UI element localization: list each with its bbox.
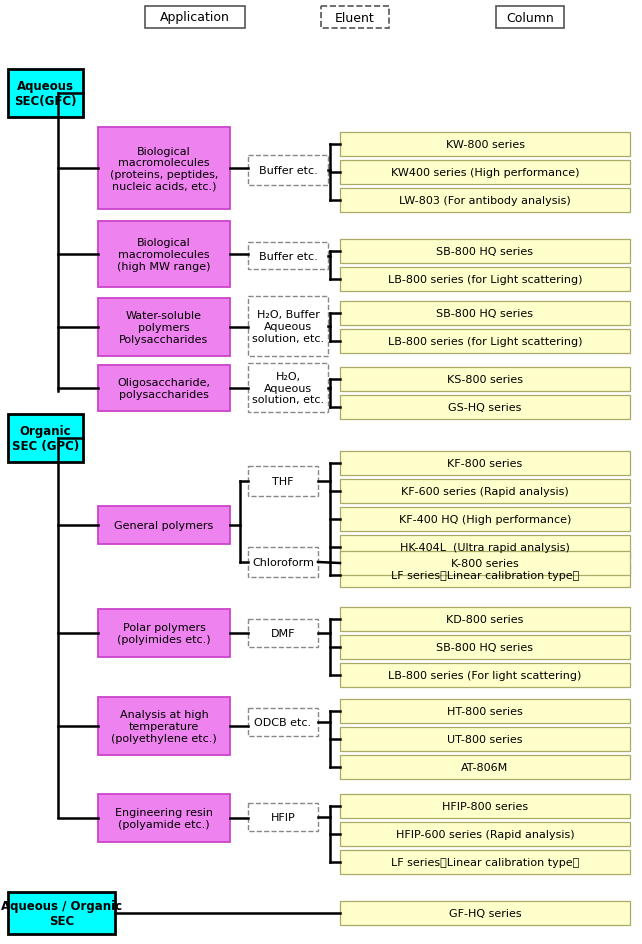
- Text: Buffer etc.: Buffer etc.: [259, 251, 317, 261]
- Text: DMF: DMF: [271, 629, 295, 638]
- Text: UT-800 series: UT-800 series: [447, 734, 523, 744]
- Text: KW400 series (High performance): KW400 series (High performance): [391, 168, 579, 177]
- Text: KS-800 series: KS-800 series: [447, 375, 523, 384]
- Bar: [248, 243, 328, 270]
- Text: LB-800 series (For light scattering): LB-800 series (For light scattering): [388, 670, 582, 681]
- Bar: [340, 396, 630, 419]
- Bar: [340, 329, 630, 354]
- Text: KD-800 series: KD-800 series: [446, 615, 524, 624]
- Text: GF-HQ series: GF-HQ series: [449, 908, 521, 918]
- Bar: [340, 535, 630, 560]
- Bar: [340, 480, 630, 503]
- Text: Chloroform: Chloroform: [252, 557, 314, 567]
- Bar: [340, 551, 630, 576]
- Bar: [248, 296, 328, 357]
- Text: Aqueous / Organic
SEC: Aqueous / Organic SEC: [1, 899, 122, 927]
- Bar: [248, 803, 318, 831]
- Bar: [321, 7, 389, 29]
- Bar: [340, 851, 630, 874]
- Bar: [98, 507, 230, 545]
- Text: KF-800 series: KF-800 series: [447, 459, 523, 468]
- Bar: [340, 133, 630, 157]
- Text: LF series（Linear calibration type）: LF series（Linear calibration type）: [391, 857, 579, 868]
- Bar: [340, 451, 630, 476]
- Text: LB-800 series (for Light scattering): LB-800 series (for Light scattering): [388, 275, 582, 285]
- Text: THF: THF: [272, 477, 294, 486]
- Bar: [340, 268, 630, 292]
- Bar: [248, 619, 318, 648]
- Text: LW-803 (For antibody analysis): LW-803 (For antibody analysis): [399, 195, 571, 206]
- Text: Biological
macromolecules
(proteins, peptides,
nucleic acids, etc.): Biological macromolecules (proteins, pep…: [110, 146, 218, 192]
- Text: Organic
SEC (GPC): Organic SEC (GPC): [12, 425, 79, 452]
- Text: HK-404L  (Ultra rapid analysis): HK-404L (Ultra rapid analysis): [400, 543, 570, 552]
- Text: H₂O, Buffer
Aqueous
solution, etc.: H₂O, Buffer Aqueous solution, etc.: [252, 310, 324, 344]
- Bar: [98, 794, 230, 842]
- Bar: [340, 822, 630, 846]
- Bar: [340, 564, 630, 587]
- Bar: [340, 635, 630, 659]
- Bar: [248, 466, 318, 497]
- Text: Polar polymers
(polyimides etc.): Polar polymers (polyimides etc.): [117, 622, 211, 644]
- Bar: [98, 298, 230, 357]
- Text: GS-HQ series: GS-HQ series: [448, 402, 522, 413]
- Text: Biological
macromolecules
(high MW range): Biological macromolecules (high MW range…: [117, 238, 211, 271]
- Bar: [340, 160, 630, 185]
- Bar: [340, 302, 630, 326]
- Text: Eluent: Eluent: [335, 11, 375, 25]
- Bar: [98, 610, 230, 657]
- Text: General polymers: General polymers: [114, 520, 214, 531]
- Bar: [98, 698, 230, 755]
- Text: ODCB etc.: ODCB etc.: [254, 717, 311, 727]
- Bar: [248, 156, 328, 186]
- Text: LB-800 series (for Light scattering): LB-800 series (for Light scattering): [388, 337, 582, 346]
- Bar: [8, 892, 115, 934]
- Text: K-800 series: K-800 series: [451, 559, 519, 568]
- Text: SB-800 HQ series: SB-800 HQ series: [437, 246, 534, 257]
- Text: Water-soluble
polymers
Polysaccharides: Water-soluble polymers Polysaccharides: [119, 312, 209, 345]
- Bar: [248, 548, 318, 578]
- Text: KF-600 series (Rapid analysis): KF-600 series (Rapid analysis): [401, 486, 569, 497]
- Text: HFIP-600 series (Rapid analysis): HFIP-600 series (Rapid analysis): [395, 829, 575, 839]
- Bar: [248, 708, 318, 736]
- Bar: [496, 7, 564, 29]
- Bar: [145, 7, 245, 29]
- Text: SB-800 HQ series: SB-800 HQ series: [437, 309, 534, 319]
- Bar: [98, 127, 230, 210]
- Text: Buffer etc.: Buffer etc.: [259, 166, 317, 176]
- Text: Oligosaccharide,
polysaccharides: Oligosaccharide, polysaccharides: [117, 378, 211, 399]
- Text: HFIP: HFIP: [271, 812, 295, 822]
- Text: KW-800 series: KW-800 series: [446, 140, 525, 150]
- Text: HFIP-800 series: HFIP-800 series: [442, 801, 528, 811]
- Bar: [340, 794, 630, 818]
- Bar: [98, 365, 230, 412]
- Text: LF series（Linear calibration type）: LF series（Linear calibration type）: [391, 570, 579, 581]
- Bar: [98, 222, 230, 288]
- Text: SB-800 HQ series: SB-800 HQ series: [437, 642, 534, 652]
- Bar: [8, 414, 83, 463]
- Text: KF-400 HQ (High performance): KF-400 HQ (High performance): [399, 514, 571, 525]
- Bar: [340, 901, 630, 925]
- Bar: [340, 607, 630, 632]
- Bar: [340, 508, 630, 531]
- Bar: [248, 363, 328, 413]
- Bar: [340, 240, 630, 263]
- Bar: [8, 70, 83, 118]
- Bar: [340, 367, 630, 392]
- Text: HT-800 series: HT-800 series: [447, 706, 523, 716]
- Text: H₂O,
Aqueous
solution, etc.: H₂O, Aqueous solution, etc.: [252, 372, 324, 405]
- Text: Aqueous
SEC(GFC): Aqueous SEC(GFC): [14, 80, 77, 108]
- Bar: [340, 755, 630, 779]
- Bar: [340, 700, 630, 723]
- Text: Engineering resin
(polyamide etc.): Engineering resin (polyamide etc.): [115, 807, 213, 829]
- Text: Application: Application: [160, 11, 230, 25]
- Text: Column: Column: [506, 11, 554, 25]
- Bar: [340, 189, 630, 212]
- Text: Analysis at high
temperature
(polyethylene etc.): Analysis at high temperature (polyethyle…: [111, 710, 217, 743]
- Bar: [340, 727, 630, 751]
- Text: AT-806M: AT-806M: [462, 762, 508, 772]
- Bar: [340, 664, 630, 687]
